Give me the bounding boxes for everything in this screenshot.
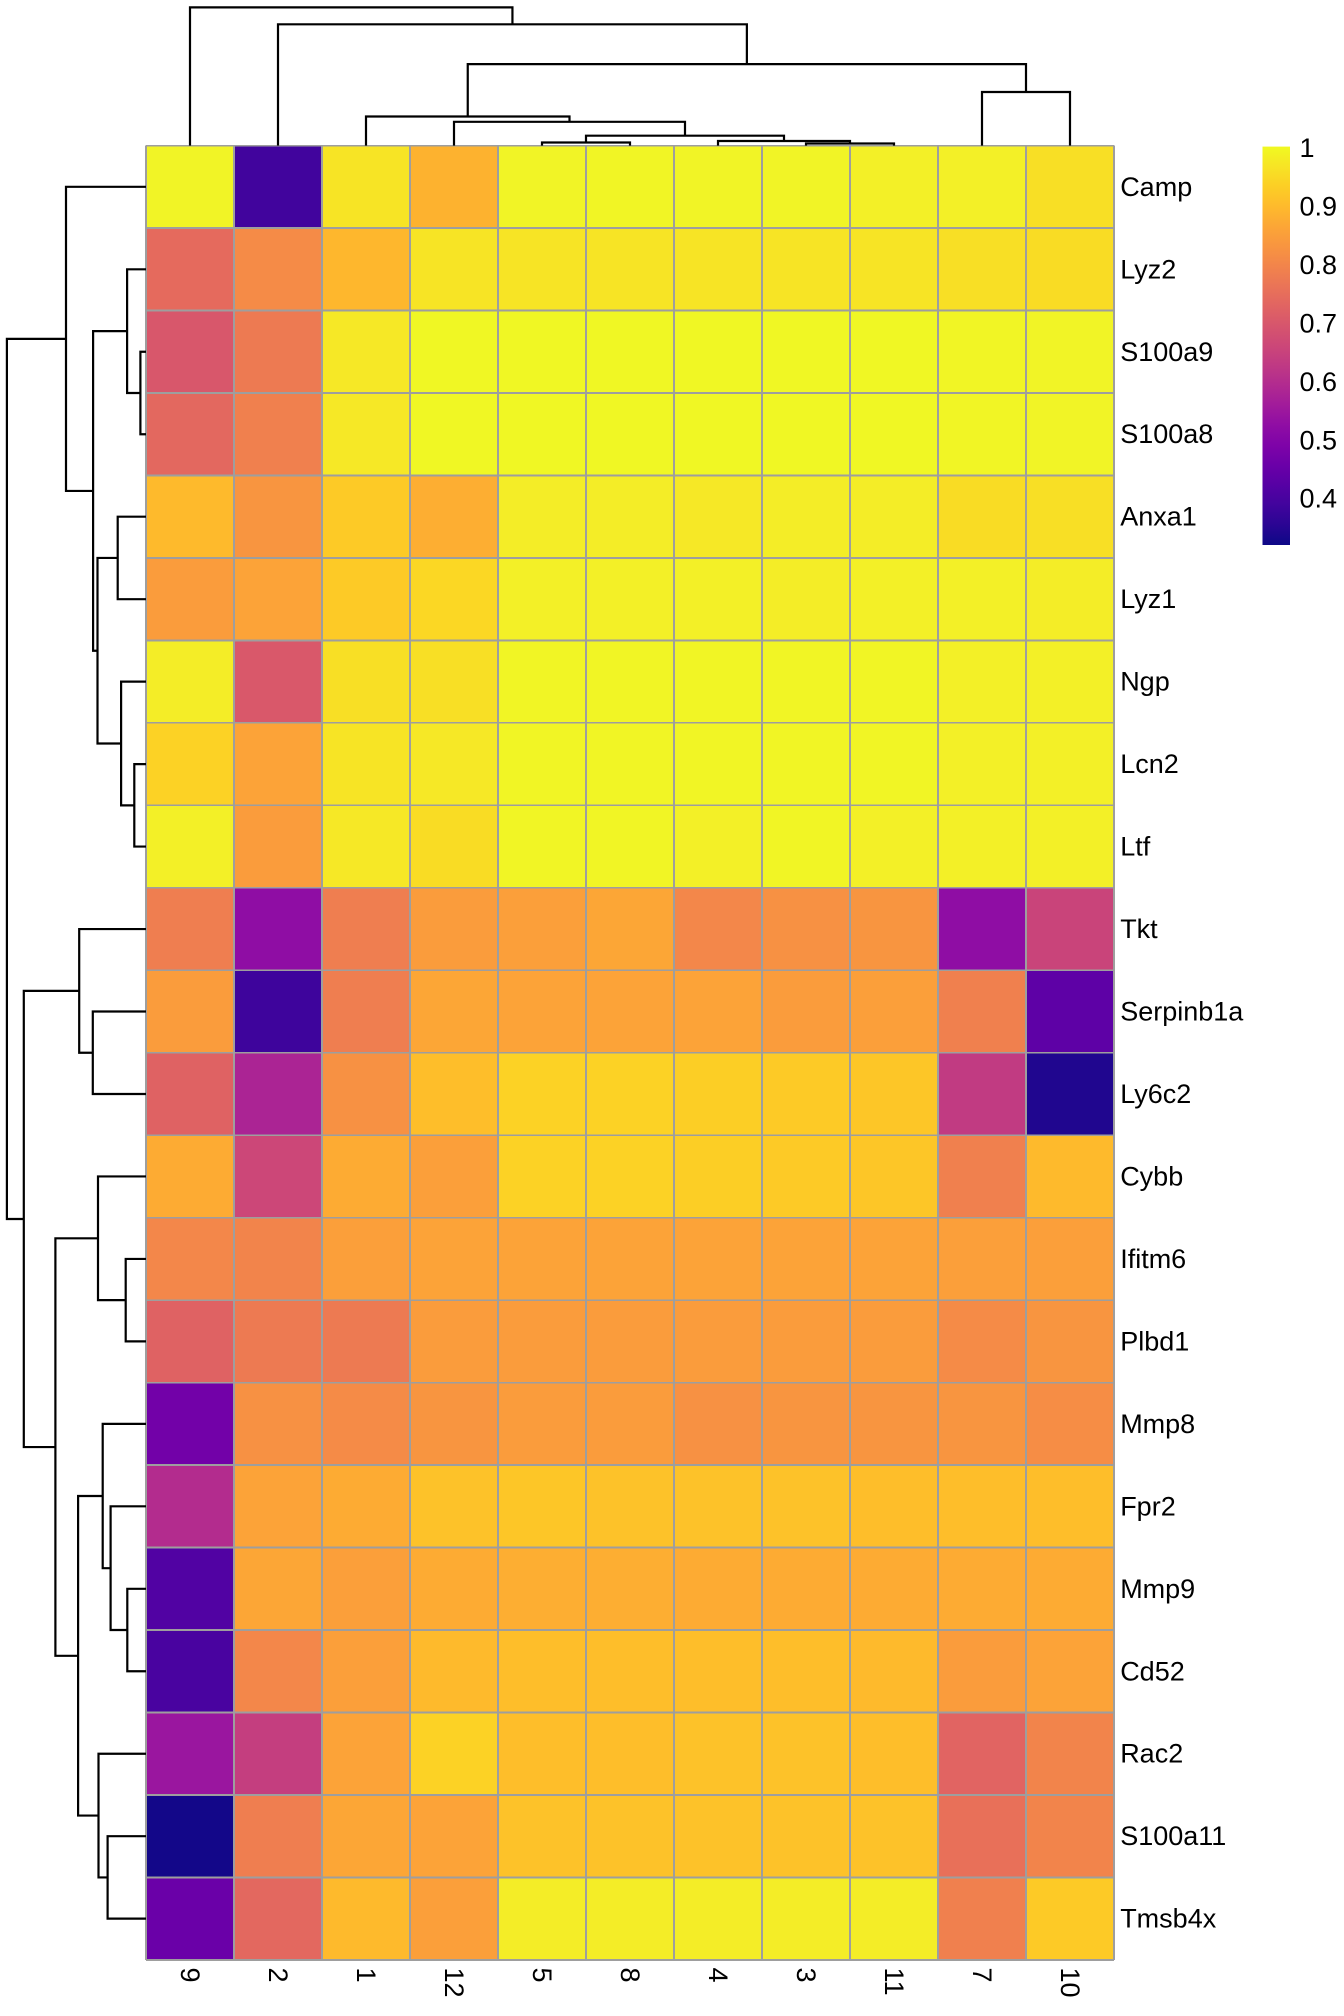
svg-text:8: 8 [615, 1968, 645, 1983]
svg-text:0.4: 0.4 [1300, 484, 1338, 514]
svg-text:9: 9 [175, 1968, 205, 1983]
svg-text:0.5: 0.5 [1300, 425, 1338, 455]
svg-text:S100a9: S100a9 [1120, 337, 1213, 367]
svg-text:3: 3 [791, 1968, 821, 1983]
svg-text:Lcn2: Lcn2 [1120, 749, 1179, 779]
svg-text:2: 2 [263, 1968, 293, 1983]
svg-text:Serpinb1a: Serpinb1a [1120, 997, 1244, 1027]
svg-text:Cd52: Cd52 [1120, 1656, 1185, 1686]
svg-text:Plbd1: Plbd1 [1120, 1326, 1189, 1356]
svg-text:Rac2: Rac2 [1120, 1739, 1183, 1769]
svg-text:4: 4 [703, 1968, 733, 1983]
svg-text:Tkt: Tkt [1120, 914, 1158, 944]
svg-text:S100a11: S100a11 [1120, 1821, 1226, 1851]
svg-text:10: 10 [1055, 1968, 1085, 1998]
svg-text:11: 11 [879, 1968, 909, 1996]
svg-text:1: 1 [351, 1968, 381, 1983]
svg-text:Tmsb4x: Tmsb4x [1120, 1904, 1217, 1934]
svg-text:Ifitm6: Ifitm6 [1120, 1244, 1186, 1274]
svg-text:Lyz1: Lyz1 [1120, 584, 1176, 614]
svg-text:S100a8: S100a8 [1120, 419, 1213, 449]
svg-text:5: 5 [527, 1968, 557, 1983]
svg-text:Lyz2: Lyz2 [1120, 254, 1176, 284]
svg-text:Mmp9: Mmp9 [1120, 1574, 1195, 1604]
svg-text:Ly6c2: Ly6c2 [1120, 1079, 1191, 1109]
svg-text:12: 12 [439, 1968, 469, 1998]
svg-text:0.6: 0.6 [1300, 367, 1338, 397]
svg-text:Anxa1: Anxa1 [1120, 502, 1197, 532]
svg-text:Fpr2: Fpr2 [1120, 1491, 1176, 1521]
svg-text:0.9: 0.9 [1300, 191, 1338, 221]
svg-text:7: 7 [967, 1968, 997, 1983]
svg-text:Ltf: Ltf [1120, 832, 1151, 862]
svg-text:Mmp8: Mmp8 [1120, 1409, 1195, 1439]
svg-text:1: 1 [1300, 133, 1315, 163]
svg-text:0.8: 0.8 [1300, 250, 1338, 280]
svg-text:Cybb: Cybb [1120, 1161, 1183, 1191]
svg-text:0.7: 0.7 [1300, 308, 1338, 338]
svg-text:Camp: Camp [1120, 172, 1192, 202]
svg-text:Ngp: Ngp [1120, 667, 1170, 697]
